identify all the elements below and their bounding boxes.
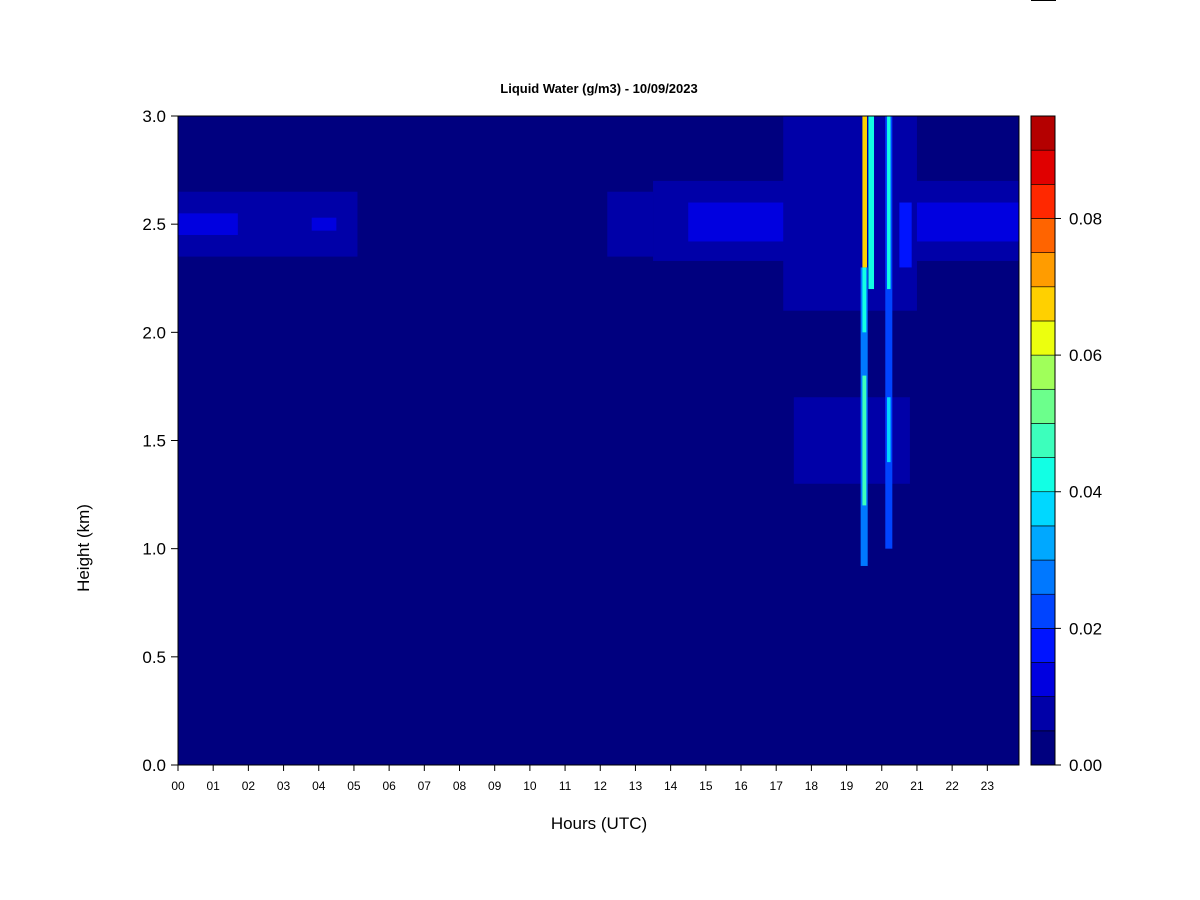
x-tick-label: 03 <box>277 779 291 793</box>
x-tick-label: 10 <box>523 779 537 793</box>
colorbar: 0.00 0.02 0.04 0.06 0.08 <box>1030 115 1102 775</box>
x-tick-label: 07 <box>418 779 432 793</box>
colorbar-swatch <box>1030 730 1056 766</box>
x-tick-label: 02 <box>242 779 256 793</box>
x-tick-label: 23 <box>981 779 995 793</box>
colorbar-swatch <box>1030 388 1056 424</box>
x-tick-label: 14 <box>664 779 678 793</box>
y-axis-label: Height (km) <box>74 504 93 592</box>
colorbar-tick-label: 0.06 <box>1069 346 1102 365</box>
colorbar-tick-label: 0.04 <box>1069 483 1102 502</box>
y-tick-label: 0.5 <box>142 648 166 667</box>
x-tick-label: 17 <box>770 779 784 793</box>
heatmap-cell <box>311 217 337 231</box>
x-tick-label: 19 <box>840 779 854 793</box>
y-tick-label: 2.0 <box>142 323 166 342</box>
heatmap-cell <box>899 202 912 268</box>
x-tick-label: 15 <box>699 779 713 793</box>
heatmap-cell <box>887 116 891 290</box>
y-tick-label: 0.0 <box>142 756 166 775</box>
colorbar-swatch <box>1030 628 1056 663</box>
x-tick-label: 11 <box>559 779 572 793</box>
colorbar-swatch <box>1030 184 1056 219</box>
x-tick-label: 05 <box>347 779 361 793</box>
colorbar-swatch <box>1030 320 1056 356</box>
y-tick-label: 1.5 <box>142 432 166 451</box>
colorbar-swatch <box>1030 491 1056 527</box>
colorbar-swatch <box>1030 252 1056 288</box>
x-tick-label: 20 <box>875 779 889 793</box>
heatmap-cell <box>887 397 891 463</box>
x-tick-label: 09 <box>488 779 502 793</box>
y-tick-label: 1.0 <box>142 540 166 559</box>
x-tick-label: 18 <box>805 779 819 793</box>
x-tick-label: 08 <box>453 779 467 793</box>
colorbar-swatch <box>1030 218 1056 253</box>
x-tick-label: 01 <box>207 779 221 793</box>
heatmap-cell <box>885 116 893 549</box>
colorbar-swatch <box>1030 457 1056 493</box>
x-tick-label: 00 <box>171 779 185 793</box>
colorbar-swatch <box>1030 286 1056 322</box>
x-tick-label: 06 <box>382 779 396 793</box>
y-axis: 0.0 0.5 1.0 1.5 2.0 2.5 3.0 <box>142 107 178 775</box>
y-tick-label: 3.0 <box>142 107 166 126</box>
colorbar-swatch <box>1030 354 1056 390</box>
x-tick-label: 21 <box>910 779 924 793</box>
colorbar-tick-label: 0.02 <box>1069 619 1102 638</box>
heatmap-cell <box>607 191 654 257</box>
heatmap-cell <box>862 116 867 268</box>
heatmap-cell <box>862 375 867 506</box>
heatmap-cell <box>862 267 867 333</box>
x-tick-label: 16 <box>734 779 748 793</box>
x-tick-label: 22 <box>945 779 959 793</box>
colorbar-swatch <box>1030 525 1056 561</box>
corner-mark <box>1031 0 1056 1</box>
heatmap-cell <box>783 116 917 311</box>
plot-area <box>178 116 1019 765</box>
chart-title: Liquid Water (g/m3) - 10/09/2023 <box>500 81 697 96</box>
x-tick-label: 04 <box>312 779 326 793</box>
colorbar-swatch <box>1030 115 1056 151</box>
colorbar-swatch <box>1030 149 1056 185</box>
colorbar-swatch <box>1030 662 1056 697</box>
colorbar-tick-label: 0.00 <box>1069 756 1102 775</box>
x-axis-label: Hours (UTC) <box>551 814 647 833</box>
x-tick-label: 13 <box>629 779 643 793</box>
x-axis: 00 01 02 03 04 05 06 07 08 09 10 11 12 13 14 15 16 17 18 19… <box>171 765 994 793</box>
colorbar-swatch <box>1030 423 1056 458</box>
x-tick-label: 12 <box>594 779 608 793</box>
y-tick-label: 2.5 <box>142 215 166 234</box>
colorbar-frame <box>1030 115 1056 766</box>
heatmap-cell <box>178 213 238 235</box>
heatmap-cell <box>868 116 875 290</box>
colorbar-swatch <box>1030 593 1056 629</box>
colorbar-swatch <box>1030 559 1056 595</box>
colorbar-swatch <box>1030 696 1056 732</box>
heatmap-cell <box>793 397 910 484</box>
colorbar-tick-label: 0.08 <box>1069 209 1102 228</box>
